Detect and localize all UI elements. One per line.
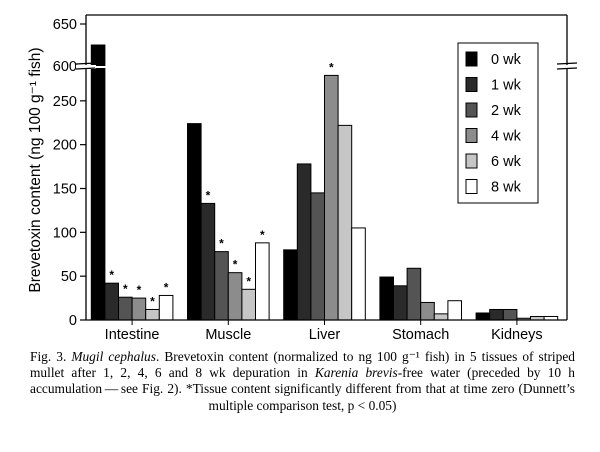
legend-box [457, 42, 539, 204]
significance-star: * [329, 60, 334, 74]
bar-intestine-6-wk [145, 308, 160, 321]
caption-text-2: -free water (preceded by 10 h accumulati… [30, 365, 575, 413]
x-tick-label-liver: Liver [309, 327, 341, 343]
significance-star: * [206, 188, 211, 202]
bar-kidneys-1-wk [489, 308, 504, 321]
significance-star: * [109, 268, 114, 282]
legend-label-8-wk: 8 wk [491, 180, 522, 196]
bar-muscle-0-wk [187, 123, 202, 321]
caption-species: Mugil cephalus [71, 349, 156, 364]
significance-star: * [137, 283, 142, 297]
bar-muscle-6-wk [241, 288, 256, 321]
x-tick-label-intestine: Intestine [105, 327, 160, 343]
legend-label-1-wk: 1 wk [491, 78, 522, 94]
caption-fig-label: Fig. 3. [30, 349, 72, 364]
bar-liver-8-wk [351, 227, 366, 321]
axis-break-gap-left [76, 65, 96, 69]
bar-stomach-8-wk [447, 300, 462, 321]
bar-intestine-8-wk [158, 294, 174, 321]
y-tick-label: 0 [69, 313, 77, 329]
bar-stomach-0-wk [379, 276, 394, 321]
bar-liver-4-wk [324, 74, 339, 321]
y-tick-label: 200 [53, 138, 77, 154]
x-tick-label-kidneys: Kidneys [491, 327, 543, 343]
bar-kidneys-0-wk [475, 312, 491, 321]
bar-muscle-8-wk [255, 242, 270, 321]
bar-liver-0-wk [283, 249, 298, 321]
axis-break-mark-right [556, 67, 578, 70]
x-axis-labels: Intestine Muscle Liver Stomach Kidneys [105, 320, 543, 343]
bar-intestine-1-wk [104, 282, 120, 321]
significance-star: * [219, 237, 224, 251]
y-tick-label: 250 [53, 94, 77, 110]
x-tick-label-muscle: Muscle [205, 327, 251, 343]
significance-star: * [164, 280, 169, 294]
legend-label-2-wk: 2 wk [491, 103, 522, 119]
axis-frame [75, 14, 578, 321]
significance-markers: * * * * * * * * * * * [109, 60, 334, 308]
axis-break-gap-right [557, 65, 577, 69]
y-tick-label: 650 [53, 17, 77, 33]
bar-break-gap [95, 66, 113, 68]
y-tick-label: 50 [61, 269, 77, 285]
significance-star: * [260, 228, 265, 242]
bar-stomach-4-wk [420, 301, 435, 321]
bar-muscle-1-wk [200, 202, 216, 321]
significance-star: * [233, 258, 238, 272]
y-tick-label: 600 [53, 59, 77, 75]
y-axis: 0 50 100 150 200 250 600 650 [53, 17, 86, 329]
y-tick-label: 150 [53, 181, 77, 197]
legend-swatch-1-wk [465, 77, 478, 92]
legend-label-4-wk: 4 wk [491, 129, 522, 145]
bar-stomach-1-wk [393, 285, 408, 321]
bar-chart: 0 50 100 150 200 250 600 650 * * * * * * * * * * * Intest… [27, 14, 578, 343]
bar-stomach-6-wk [433, 313, 449, 321]
y-tick-label: 100 [53, 225, 77, 241]
legend-label-6-wk: 6 wk [491, 154, 522, 170]
bar-liver-2-wk [310, 192, 325, 321]
significance-star: * [246, 274, 251, 288]
legend-swatch-0-wk [465, 51, 478, 67]
legend-swatch-8-wk [465, 179, 478, 194]
legend-swatch-2-wk [465, 102, 478, 118]
figure-caption: Fig. 3. Mugil cephalus. Brevetoxin conte… [30, 349, 575, 414]
bar-intestine-0-wk [90, 44, 106, 321]
bar-liver-1-wk [296, 163, 312, 321]
bar-intestine-2-wk [118, 296, 133, 321]
caption-text-1: . Brevetoxin content (normalized to ng 1… [30, 349, 575, 381]
significance-star: * [123, 282, 128, 296]
x-tick-label-stomach: Stomach [392, 327, 449, 343]
significance-star: * [150, 294, 155, 308]
y-axis-label: Brevetoxin content (ng 100 g⁻¹ fish) [27, 47, 44, 292]
legend-swatch-6-wk [465, 153, 478, 169]
legend: 0 wk 1 wk 2 wk 4 wk 6 wk 8 wk [457, 42, 539, 204]
bar-kidneys-2-wk [502, 308, 518, 321]
bar-muscle-2-wk [214, 251, 229, 321]
caption-organism: Karenia brevis [314, 365, 398, 381]
axis-break-mark-right [556, 62, 578, 65]
bar-stomach-2-wk [406, 267, 422, 321]
axis-break-mark-left [75, 67, 97, 70]
bar-intestine-4-wk [131, 297, 147, 321]
legend-label-0-wk: 0 wk [491, 52, 522, 68]
axis-break-mark-left [75, 62, 97, 65]
bar-muscle-4-wk [227, 272, 243, 321]
bar-liver-6-wk [337, 124, 353, 321]
legend-swatch-4-wk [465, 128, 478, 143]
